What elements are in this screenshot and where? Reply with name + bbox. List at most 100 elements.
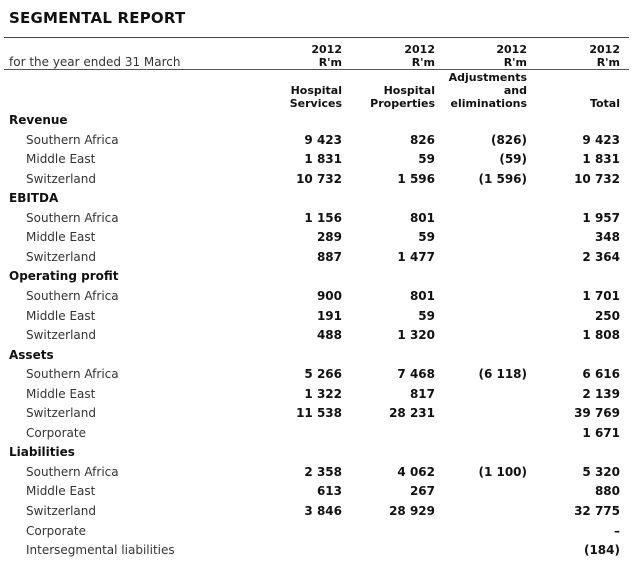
table-cell-value: 2 358 [304,464,342,479]
table-cell-value: (1 596) [478,171,527,186]
header-divider [4,69,629,70]
table-cell-value: – [614,523,620,538]
period-subtitle: for the year ended 31 March [9,55,181,69]
table-cell-value: 1 831 [304,152,342,167]
column-unit: R'm [596,56,620,69]
table-cell-value: 826 [409,132,435,147]
table-cell-value: 9 423 [582,132,620,147]
column-header-year-unit: 2012 R'm [530,43,620,69]
column-name-line: Services [289,97,342,110]
row-label: Switzerland [26,171,96,186]
column-unit: R'm [318,56,342,69]
table-cell-value: 2 364 [582,249,620,264]
row-label: Corporate [26,523,86,538]
table-cell-value: 4 062 [397,464,435,479]
table-cell-value: 880 [594,484,620,499]
table-cell-value: (1 100) [478,464,527,479]
column-name-line: Total [589,97,620,110]
row-label: Southern Africa [26,464,119,479]
section-heading: EBITDA [9,191,59,206]
section-heading: Liabilities [9,445,75,460]
report-title: SEGMENTAL REPORT [9,9,186,27]
table-cell-value: 801 [409,288,435,303]
table-cell-value: 817 [409,386,435,401]
table-cell-value: 191 [316,308,342,323]
row-label: Southern Africa [26,132,119,147]
row-label: Middle East [26,308,96,323]
table-cell-value: 1 701 [582,288,620,303]
table-cell-value: 59 [418,230,435,245]
column-year: 2012 [404,43,435,56]
column-name-line: eliminations [450,97,527,110]
table-cell-value: 1 156 [304,210,342,225]
table-cell-value: (6 118) [478,367,527,382]
row-label: Switzerland [26,328,96,343]
table-cell-value: 1 320 [397,328,435,343]
row-label: Switzerland [26,406,96,421]
table-cell-value: 3 846 [304,504,342,518]
table-cell-value: 267 [409,484,435,499]
row-label: Southern Africa [26,288,119,303]
section-heading: Revenue [9,113,68,127]
table-cell-value: 801 [409,210,435,225]
column-unit: R'm [411,56,435,69]
section-heading: Assets [9,347,54,362]
table-cell-value: 11 538 [296,406,342,421]
table-cell-value: 1 831 [582,152,620,167]
section-heading: Operating profit [9,269,119,284]
row-label: Middle East [26,484,96,499]
column-header-year-unit: 2012 R'm [345,43,435,69]
table-cell-value: 10 732 [296,171,342,186]
table-cell-value: (826) [490,132,527,147]
column-name-line: Hospital [290,84,342,97]
table-cell-value: 1 957 [582,210,620,225]
column-unit: R'm [503,56,527,69]
table-cell-value: 2 139 [582,386,620,401]
column-header-name: Hospital Properties [345,84,435,110]
table-cell-value: 1 322 [304,386,342,401]
table-cell-value: 1 477 [397,249,435,264]
row-label: Corporate [26,425,86,440]
row-label: Switzerland [26,504,96,518]
table-cell-value: 5 266 [304,367,342,382]
table-cell-value: 887 [316,249,342,264]
column-header-year-unit: 2012 R'm [252,43,342,69]
table-cell-value: 250 [594,308,620,323]
column-name-line: Properties [370,97,435,110]
column-year: 2012 [496,43,527,56]
row-label: Middle East [26,152,96,167]
table-cell-value: 28 929 [389,504,435,518]
table-cell-value: 289 [316,230,342,245]
table-cell-value: 10 732 [574,171,620,186]
column-name-line: Hospital [383,84,435,97]
row-label: Middle East [26,230,96,245]
row-label: Intersegmental liabilities [26,543,175,558]
table-cell-value: 1 808 [582,328,620,343]
table-cell-value: 59 [418,152,435,167]
table-cell-value: 900 [316,288,342,303]
row-label: Switzerland [26,249,96,264]
column-header-name: Total [530,97,620,110]
row-label: Southern Africa [26,210,119,225]
row-label: Middle East [26,386,96,401]
table-cell-value: 613 [316,484,342,499]
table-cell-value: 1 671 [582,425,620,440]
table-cell-value: 5 320 [582,464,620,479]
column-header-name: Hospital Services [252,84,342,110]
table-cell-value: (184) [583,543,620,558]
column-header-name: Adjustments and eliminations [437,71,527,110]
table-cell-value: 59 [418,308,435,323]
table-cell-value: 28 231 [389,406,435,421]
table-cell-value: 39 769 [574,406,620,421]
column-name-line: and [503,84,527,97]
row-label: Southern Africa [26,367,119,382]
table-cell-value: 1 596 [397,171,435,186]
table-cell-value: 348 [594,230,620,245]
table-cell-value: (59) [499,152,527,167]
table-cell-value: 9 423 [304,132,342,147]
column-year: 2012 [311,43,342,56]
column-name-line: Adjustments [448,71,527,84]
table-cell-value: 6 616 [582,367,620,382]
title-divider [4,37,629,38]
column-year: 2012 [589,43,620,56]
